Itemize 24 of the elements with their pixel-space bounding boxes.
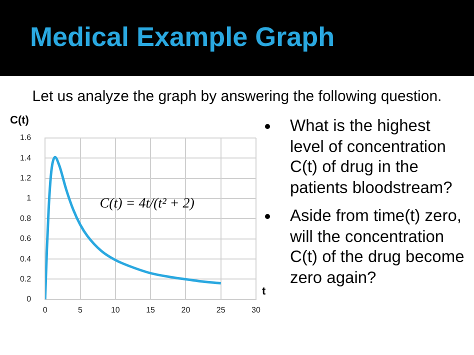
x-tick-label: 15 xyxy=(146,305,156,314)
y-tick-label: 0 xyxy=(26,294,32,304)
y-tick-label: 0.2 xyxy=(20,274,32,284)
x-axis-title: t xyxy=(262,285,266,298)
y-tick-label: 1.4 xyxy=(20,153,32,162)
line-series xyxy=(45,156,222,300)
y-tick-label: 0.4 xyxy=(20,254,32,264)
chart-subtitle: Let us analyze the graph by answering the following question. xyxy=(31,88,443,105)
x-tick-label: 10 xyxy=(110,305,120,314)
y-tick-label: 1.6 xyxy=(20,133,32,142)
chart-title: Medical Example Graph xyxy=(30,22,335,53)
x-tick-label: 0 xyxy=(42,305,48,314)
y-tick-label: 1 xyxy=(26,194,32,203)
x-tick-label: 20 xyxy=(181,305,191,314)
text: Aside from time(t) zero, will the concentration C(t) of the drug become zero again? xyxy=(289,206,466,288)
y-tick-label: 1.2 xyxy=(20,174,32,183)
annotation: C(t) = 4t/(t² + 2) xyxy=(100,196,195,212)
x-tick-label: 30 xyxy=(252,305,261,314)
x-tick-label: 25 xyxy=(216,305,226,314)
text: What is the highest level of concentration C(t) of drug in the patients bloodstream? xyxy=(289,116,454,198)
y-tick-label: 0.8 xyxy=(20,214,32,223)
y-tick-label: 0.6 xyxy=(20,234,32,244)
y-axis-title: C(t) xyxy=(10,114,30,127)
x-tick-label: 5 xyxy=(78,305,84,314)
